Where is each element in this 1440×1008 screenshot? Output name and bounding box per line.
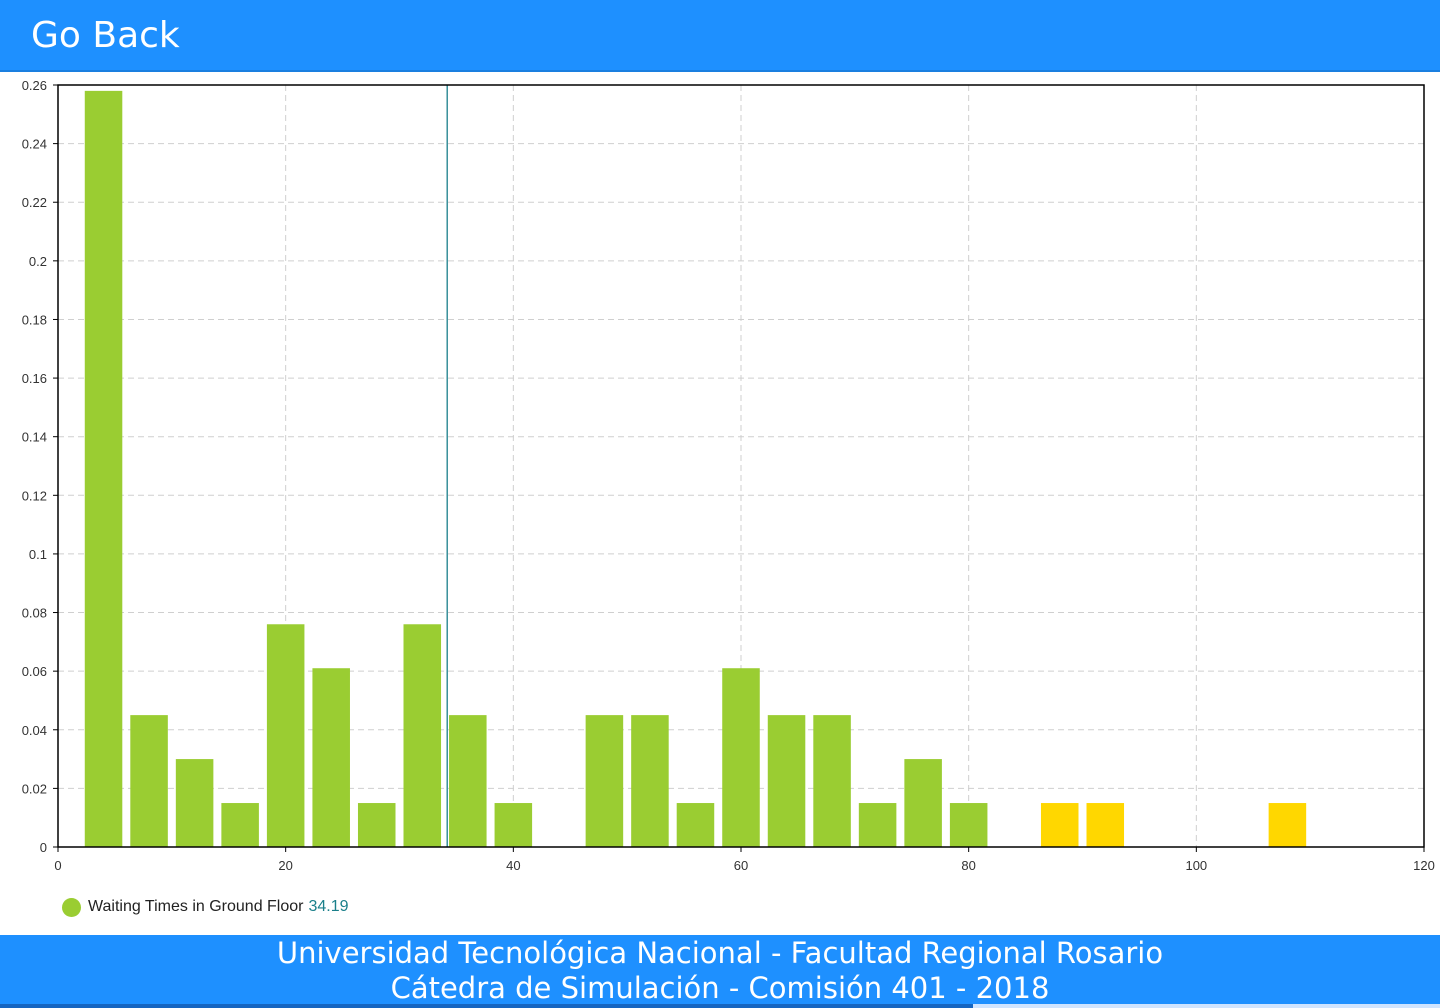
footer-bar: Universidad Tecnológica Nacional - Facul…	[0, 935, 1440, 1008]
x-tick-label: 0	[54, 858, 61, 873]
y-tick-label: 0.08	[22, 606, 47, 621]
y-tick-label: 0.1	[29, 547, 47, 562]
histogram-bar	[449, 715, 487, 847]
y-tick-label: 0.18	[22, 312, 47, 327]
histogram-bar	[130, 715, 168, 847]
footer-strip-accent	[973, 1004, 1440, 1008]
go-back-button[interactable]: Go Back	[31, 15, 180, 56]
histogram-bar	[266, 624, 305, 847]
y-tick-label: 0.26	[22, 78, 47, 93]
y-tick-label: 0	[40, 840, 47, 855]
histogram-bar	[858, 803, 897, 847]
histogram-bar	[357, 803, 396, 847]
histogram-bar	[676, 803, 715, 847]
histogram-bar-highlight	[1040, 803, 1079, 847]
y-tick-label: 0.2	[29, 254, 47, 269]
histogram-bar	[312, 668, 350, 847]
histogram-bar-highlight	[1086, 803, 1125, 847]
y-tick-label: 0.04	[22, 723, 47, 738]
legend-swatch	[62, 897, 81, 917]
y-tick-label: 0.06	[22, 664, 47, 679]
histogram-bar	[722, 668, 760, 847]
header-divider	[0, 70, 1440, 72]
histogram-bar	[175, 759, 214, 847]
y-tick-label: 0.16	[22, 371, 47, 386]
x-tick-label: 20	[278, 858, 292, 873]
y-tick-label: 0.22	[22, 195, 47, 210]
histogram-bar-highlight	[1268, 803, 1307, 847]
histogram-bar	[767, 715, 806, 847]
histogram-bar	[631, 715, 669, 847]
histogram-bar	[904, 759, 942, 847]
x-tick-label: 40	[506, 858, 520, 873]
footer-strip	[0, 1004, 1440, 1008]
x-tick-label: 60	[734, 858, 748, 873]
histogram-bar	[585, 715, 624, 847]
y-tick-label: 0.02	[22, 781, 47, 796]
y-tick-label: 0.14	[22, 430, 47, 445]
histogram-bar	[221, 803, 259, 847]
footer-course: Cátedra de Simulación - Comisión 401 - 2…	[390, 971, 1050, 1005]
x-tick-label: 120	[1413, 858, 1435, 873]
y-tick-label: 0.24	[22, 137, 47, 152]
legend-label: Waiting Times in Ground Floor	[88, 898, 304, 915]
histogram-bar	[494, 803, 533, 847]
histogram-bar	[403, 624, 442, 847]
footer-university: Universidad Tecnológica Nacional - Facul…	[276, 936, 1164, 970]
histogram-bar	[84, 90, 123, 847]
histogram-bar	[949, 803, 988, 847]
x-tick-label: 80	[961, 858, 975, 873]
x-tick-label: 100	[1185, 858, 1207, 873]
legend-mean-value: 34.19	[308, 898, 349, 915]
y-tick-label: 0.12	[22, 488, 47, 503]
histogram-chart: 0 0.02 0.04 0.06 0.08 0.1 0.12 0.14 0.16 0.18 0.2 0…	[22, 78, 1435, 873]
chart-legend: Waiting Times in Ground Floor 34.19	[62, 896, 349, 918]
histogram-bar	[813, 715, 851, 847]
header-bar: Go Back	[0, 0, 1440, 72]
